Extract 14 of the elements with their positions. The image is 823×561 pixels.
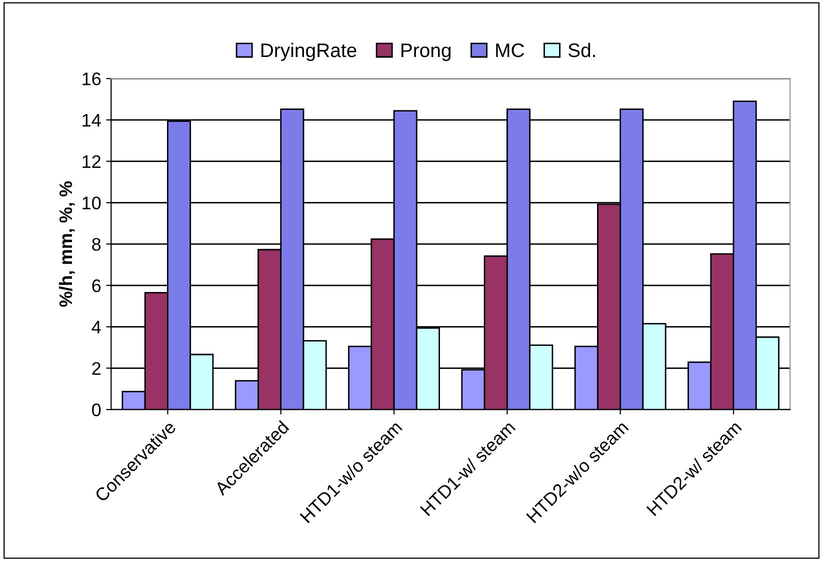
y-tick-label: 10: [82, 196, 101, 210]
legend-label: DryingRate: [261, 42, 356, 62]
legend-label: Sd.: [568, 42, 595, 58]
y-tick-label: 16: [82, 72, 101, 86]
y-axis-title: %/h, mm, %, %: [58, 181, 75, 307]
y-tick-label: 4: [92, 320, 101, 334]
y-tick-label: 2: [92, 362, 100, 375]
y-tick-label: 6: [92, 279, 101, 292]
y-tick-label: 12: [82, 155, 100, 168]
y-tick-label: 0: [92, 403, 101, 416]
y-tick-label: 8: [92, 238, 101, 251]
legend-label: MC: [496, 43, 524, 58]
legend-label: Prong: [401, 44, 451, 62]
y-tick-label: 14: [82, 114, 101, 126]
